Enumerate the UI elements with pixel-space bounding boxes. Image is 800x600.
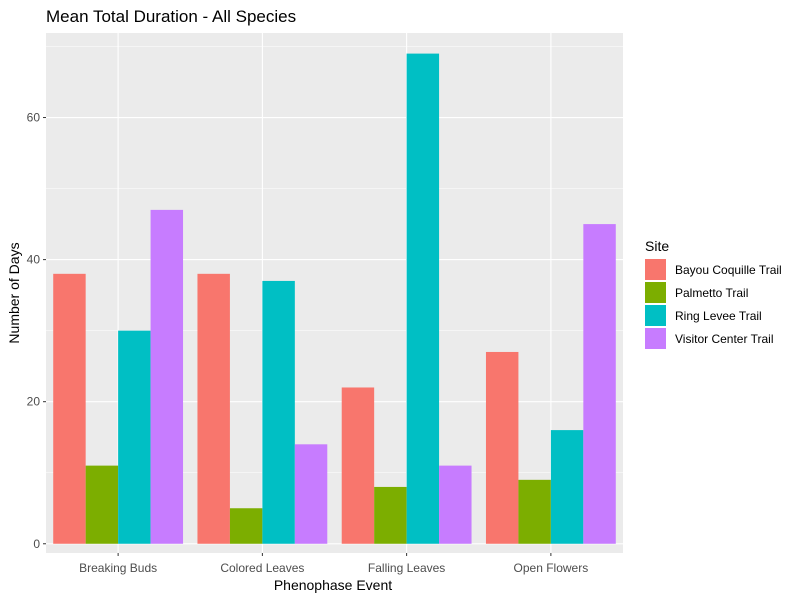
bar [53, 273, 86, 544]
legend-key [645, 282, 666, 303]
y-axis: 0 20 40 60 [27, 111, 46, 551]
bar [118, 330, 151, 544]
y-tick-label: 60 [27, 111, 41, 125]
x-tick-label: Falling Leaves [368, 561, 445, 575]
legend-items: Bayou Coquille Trail Palmetto Trail Ring L… [645, 259, 782, 349]
bar [485, 351, 519, 544]
legend-key [645, 259, 666, 280]
legend-label: Ring Levee Trail [675, 309, 762, 323]
legend-label: Palmetto Trail [675, 286, 748, 300]
chart-title: Mean Total Duration - All Species [46, 7, 296, 26]
bar [518, 479, 551, 544]
legend-key [645, 305, 666, 326]
x-tick-label: Colored Leaves [220, 561, 304, 575]
x-tick-label: Open Flowers [514, 561, 589, 575]
x-axis: Breaking Buds Colored Leaves Falling Leave… [79, 553, 588, 575]
bar [439, 465, 472, 544]
bars [53, 53, 616, 544]
y-axis-title: Number of Days [6, 242, 22, 343]
bar [583, 224, 616, 544]
bar [262, 280, 295, 544]
y-tick-label: 40 [27, 253, 41, 267]
legend-label: Bayou Coquille Trail [675, 263, 782, 277]
bar [85, 465, 119, 544]
bar [374, 486, 407, 544]
bar [229, 508, 263, 544]
legend-key [645, 328, 666, 349]
bar [150, 209, 184, 544]
legend-title: Site [645, 238, 669, 254]
legend-label: Visitor Center Trail [675, 332, 773, 346]
x-axis-title: Phenophase Event [274, 577, 392, 593]
y-tick-label: 0 [33, 537, 40, 551]
bar [341, 387, 375, 544]
bar [197, 273, 230, 544]
bar [550, 430, 584, 544]
bar [406, 53, 440, 544]
x-tick-label: Breaking Buds [79, 561, 157, 575]
legend: Site Bayou Coquille Trail Palmetto Trail R… [645, 238, 782, 349]
bar [294, 444, 328, 544]
y-tick-label: 20 [27, 395, 41, 409]
